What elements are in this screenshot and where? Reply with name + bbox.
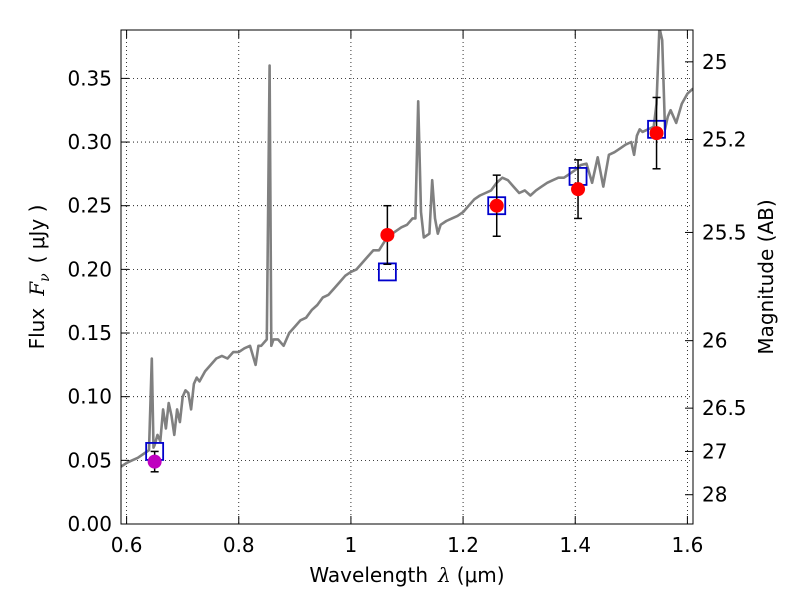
y2-tick-label: 27 [702,439,727,463]
y2-tick-label: 25.5 [702,220,747,244]
x-axis-label-unit: (μm) [457,563,505,587]
x-tick-label: 1 [345,533,358,557]
observed-point [147,454,162,469]
x-axis-label: Wavelength λ (μm) [309,563,504,587]
ticks [121,30,693,525]
y-axis-label-unit: ( μJy ) [25,205,49,264]
x-tick-label: 1.4 [559,533,591,557]
tick-labels: 0.6 0.8 1 1.2 1.4 1.6 0.00 0.05 0.10 0.15 0.20 0.25… [67,50,746,557]
observed-point [571,182,586,197]
y2-tick-label: 28 [702,483,727,507]
marker-layer [145,96,666,473]
y-tick-label: 0.15 [67,321,112,345]
y-axis-label-prefix: Flux [25,308,49,350]
x-tick-label: 1.2 [447,533,479,557]
y-tick-label: 0.30 [67,130,112,154]
spectrum-line [121,30,693,468]
y-axis-label-subscript: ν [37,273,53,282]
spectrum-line-layer [121,30,693,468]
y2-axis-label: Magnitude (AB) [754,199,778,354]
x-tick-label: 0.8 [223,533,255,557]
observed-point [489,198,504,213]
x-tick-label: 0.6 [111,533,143,557]
x-axis-label-prefix: Wavelength [309,563,428,587]
observed-point [649,126,664,141]
observed-point [380,227,395,242]
plot-frame [120,29,694,525]
y-tick-label: 0.00 [67,512,112,536]
y2-tick-label: 25 [702,50,727,74]
y-tick-label: 0.25 [67,194,112,218]
x-axis-label-symbol: λ [437,563,451,587]
y-tick-label: 0.05 [67,448,112,472]
y-tick-label: 0.35 [67,66,112,90]
y2-tick-label: 26.5 [702,396,747,420]
y2-tick-label: 25.2 [702,127,747,151]
x-tick-label: 1.6 [671,533,703,557]
y2-tick-label: 26 [702,329,727,353]
y-axis-label: Flux Fν ( μJy ) [25,205,53,350]
y-axis-label-symbol: F [25,281,49,297]
y-tick-label: 0.20 [67,257,112,281]
y-tick-label: 0.10 [67,385,112,409]
